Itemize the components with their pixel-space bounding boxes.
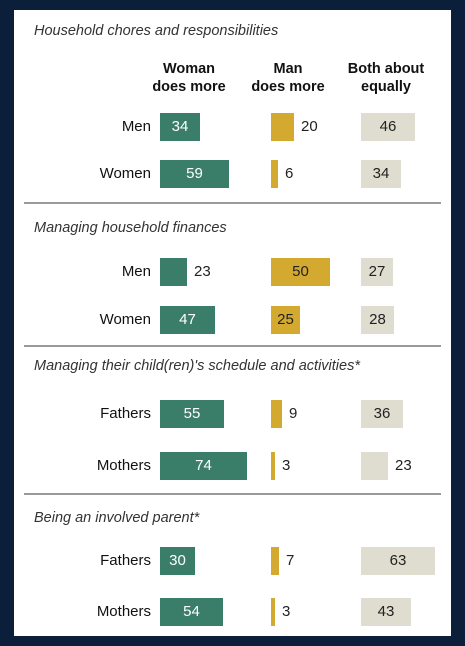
bar-value: 30	[169, 552, 186, 569]
bar-value: 54	[183, 603, 200, 620]
bar-value: 34	[171, 118, 189, 135]
bar-man	[271, 400, 282, 428]
col-header-woman: Woman does more	[152, 61, 226, 95]
row-label: Fathers	[100, 405, 151, 422]
section-divider	[24, 345, 441, 347]
bar-both	[361, 400, 403, 428]
bar-value: 36	[373, 405, 391, 422]
bar-man	[271, 160, 278, 188]
row-label: Women	[99, 311, 151, 328]
bar-both	[361, 160, 401, 188]
bar-man	[271, 598, 275, 626]
bar-value: 28	[369, 311, 386, 328]
bar-value: 27	[368, 263, 386, 280]
row-label: Men	[121, 118, 151, 135]
col-header-both: Both about equally	[347, 61, 425, 95]
bar-value: 63	[389, 552, 407, 569]
bar-man	[271, 113, 294, 141]
bar-both	[361, 452, 388, 480]
bar-value: 34	[372, 165, 390, 182]
bar-woman	[160, 160, 229, 188]
bar-man	[271, 258, 330, 286]
bar-value: 74	[195, 457, 212, 474]
bar-value: 50	[292, 263, 309, 280]
bar-woman	[160, 113, 200, 141]
col-header-man: Man does more	[251, 61, 325, 95]
bar-woman	[160, 547, 195, 575]
row-label: Women	[99, 165, 151, 182]
section-divider	[24, 202, 441, 204]
bar-woman	[160, 258, 187, 286]
section-title: Managing household finances	[34, 220, 227, 236]
bar-value: 3	[282, 457, 291, 474]
section-title: Household chores and responsibilities	[34, 23, 279, 39]
bar-woman	[160, 452, 247, 480]
bar-value: 23	[194, 263, 211, 280]
bar-value: 43	[377, 603, 395, 620]
bar-value: 55	[183, 405, 201, 422]
bar-value: 25	[277, 311, 294, 328]
bar-value: 9	[289, 405, 298, 422]
chart-panel: Woman does more Man does more Both about…	[14, 10, 451, 636]
section-divider	[24, 493, 441, 495]
section-title: Managing their child(ren)'s schedule and…	[34, 358, 360, 374]
bar-value: 3	[282, 603, 291, 620]
bar-woman	[160, 306, 215, 334]
bar-both	[361, 306, 394, 334]
bar-woman	[160, 400, 224, 428]
bar-value: 47	[179, 311, 196, 328]
row-label: Mothers	[96, 603, 151, 620]
bar-value: 23	[395, 457, 412, 474]
bar-woman	[160, 598, 223, 626]
row-label: Men	[121, 263, 151, 280]
row-label: Mothers	[96, 457, 151, 474]
row-label: Fathers	[100, 552, 151, 569]
bar-value: 46	[379, 118, 397, 135]
section-title: Being an involved parent*	[34, 510, 200, 526]
bar-both	[361, 258, 393, 286]
bar-man	[271, 547, 279, 575]
bar-both	[361, 598, 411, 626]
bar-man	[271, 452, 275, 480]
bar-both	[361, 547, 435, 575]
bar-value: 20	[301, 118, 318, 135]
bar-value: 59	[186, 165, 203, 182]
bar-value: 7	[286, 552, 295, 569]
bar-value: 6	[285, 165, 294, 182]
bar-both	[361, 113, 415, 141]
bar-man	[271, 306, 300, 334]
